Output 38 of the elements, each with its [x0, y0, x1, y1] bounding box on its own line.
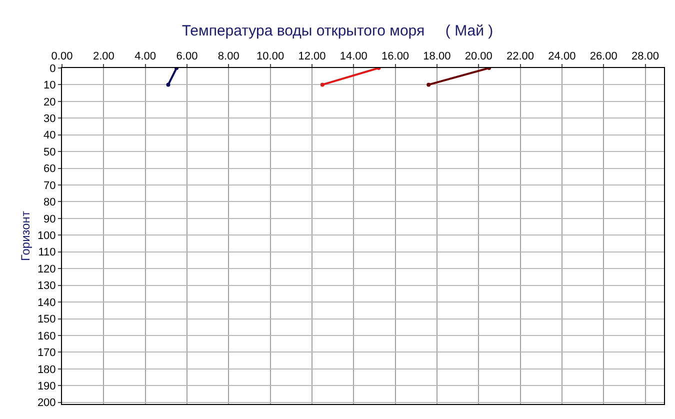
y-tick-label: 200	[37, 397, 56, 410]
y-tick-label: 0	[50, 62, 56, 75]
y-tick-label: 10	[44, 80, 56, 92]
y-tick-label: 60	[44, 163, 56, 176]
x-tick-label: 6.00	[176, 50, 198, 63]
y-tick-label: 170	[37, 347, 56, 360]
x-tick-label: 12.00	[298, 50, 326, 63]
y-tick-label: 50	[44, 146, 56, 158]
y-tick-label: 80	[44, 196, 56, 209]
x-tick-label: 2.00	[92, 50, 114, 63]
y-tick-label: 180	[37, 364, 56, 376]
x-tick-label: 18.00	[423, 50, 451, 63]
y-tick-label: 40	[44, 130, 56, 142]
y-tick-label: 30	[44, 113, 56, 125]
y-tick-label: 140	[37, 296, 56, 309]
x-tick-label: 4.00	[134, 50, 156, 63]
y-tick-label: 190	[37, 380, 56, 392]
y-tick-label: 20	[44, 96, 56, 108]
y-axis-title: Горизонт	[18, 210, 33, 261]
x-tick-label: 14.00	[340, 50, 368, 63]
y-tick-label: 130	[37, 280, 56, 292]
y-tick-label: 120	[37, 263, 56, 276]
x-tick-label: 20.00	[464, 50, 492, 63]
x-tick-label: 0.00	[51, 50, 73, 63]
x-tick-label: 8.00	[218, 50, 240, 63]
x-tick-label: 28.00	[631, 50, 660, 63]
x-tick-label: 16.00	[382, 50, 410, 63]
chart-title: Температура воды открытого моря ( Май )	[182, 22, 494, 40]
y-tick-label: 160	[37, 330, 56, 342]
y-tick-label: 90	[44, 213, 56, 226]
x-tick-label: 24.00	[548, 50, 576, 63]
y-tick-label: 70	[44, 180, 56, 192]
x-tick-label: 26.00	[590, 50, 618, 63]
x-tick-label: 10.00	[256, 50, 284, 63]
y-tick-label: 110	[38, 246, 56, 259]
x-tick-label: 22.00	[506, 50, 534, 63]
y-tick-label: 100	[37, 230, 56, 242]
y-tick-label: 150	[37, 314, 56, 326]
